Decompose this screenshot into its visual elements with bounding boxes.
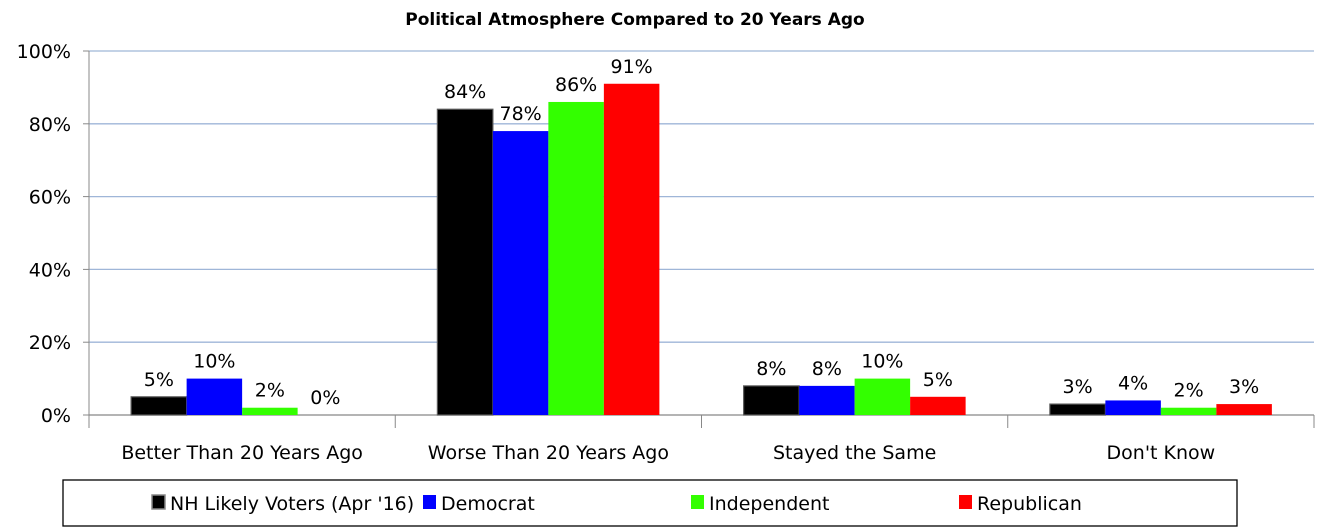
data-label: 10% (193, 351, 235, 373)
data-label: 10% (861, 351, 903, 373)
y-tick-label: 80% (29, 114, 71, 136)
bar-1-3 (603, 83, 660, 415)
gridlines (89, 50, 1314, 343)
y-tick-label: 60% (29, 187, 71, 209)
legend-swatch-0 (151, 494, 166, 510)
x-tick-label: Better Than 20 Years Ago (121, 442, 363, 464)
y-tick-label: 100% (17, 41, 71, 63)
x-tick-label: Don't Know (1107, 442, 1216, 464)
data-label: 5% (923, 369, 953, 391)
legend-label-0: NH Likely Voters (Apr '16) (170, 493, 414, 515)
bar-0-0 (130, 396, 188, 416)
x-tick-label: Worse Than 20 Years Ago (428, 442, 669, 464)
data-label: 3% (1229, 376, 1259, 398)
legend-label-2: Independent (709, 493, 829, 515)
bar-0-1 (186, 378, 243, 415)
bar-2-0 (743, 385, 800, 416)
bar-2-1 (799, 385, 855, 415)
data-label: 84% (444, 81, 486, 103)
y-tick-label: 20% (29, 332, 71, 354)
data-label: 0% (310, 387, 340, 409)
y-tick-label: 40% (29, 259, 71, 281)
bars (130, 83, 1272, 416)
data-label: 2% (255, 380, 285, 402)
bar-3-0 (1049, 403, 1106, 416)
y-tick-label: 0% (41, 405, 71, 427)
legend-box (62, 479, 1238, 527)
bar-3-1 (1105, 400, 1161, 415)
legend-label-3: Republican (977, 493, 1082, 515)
legend-swatch-3 (959, 495, 972, 509)
bar-2-2 (854, 378, 911, 415)
data-labels: 5% 10% 2% 0% 84% 78% 86% 91% 8% 8% 10% 5% 3% 4% 2% 3% (144, 56, 1259, 409)
data-label: 8% (812, 358, 842, 380)
bar-1-1 (492, 131, 549, 415)
bar-3-3 (1216, 404, 1272, 415)
bar-3-2 (1160, 407, 1217, 415)
data-label: 3% (1063, 376, 1093, 398)
legend: NH Likely Voters (Apr '16) Democrat Indepe… (62, 479, 1238, 527)
data-label: 91% (611, 56, 653, 78)
data-label: 8% (756, 358, 786, 380)
chart-title: Political Atmosphere Compared to 20 Year… (405, 10, 864, 30)
bar-1-2 (548, 101, 604, 416)
data-label: 86% (555, 74, 597, 96)
data-label: 4% (1118, 372, 1148, 394)
x-tick-label: Stayed the Same (773, 442, 936, 464)
bar-0-2 (242, 407, 298, 415)
legend-swatch-1 (423, 495, 436, 509)
legend-label-1: Democrat (441, 493, 535, 515)
bar-1-0 (436, 108, 494, 416)
data-label: 2% (1174, 380, 1204, 402)
bar-2-3 (910, 396, 966, 415)
data-label: 5% (144, 369, 174, 391)
data-label: 78% (500, 103, 542, 125)
legend-swatch-2 (691, 495, 704, 509)
